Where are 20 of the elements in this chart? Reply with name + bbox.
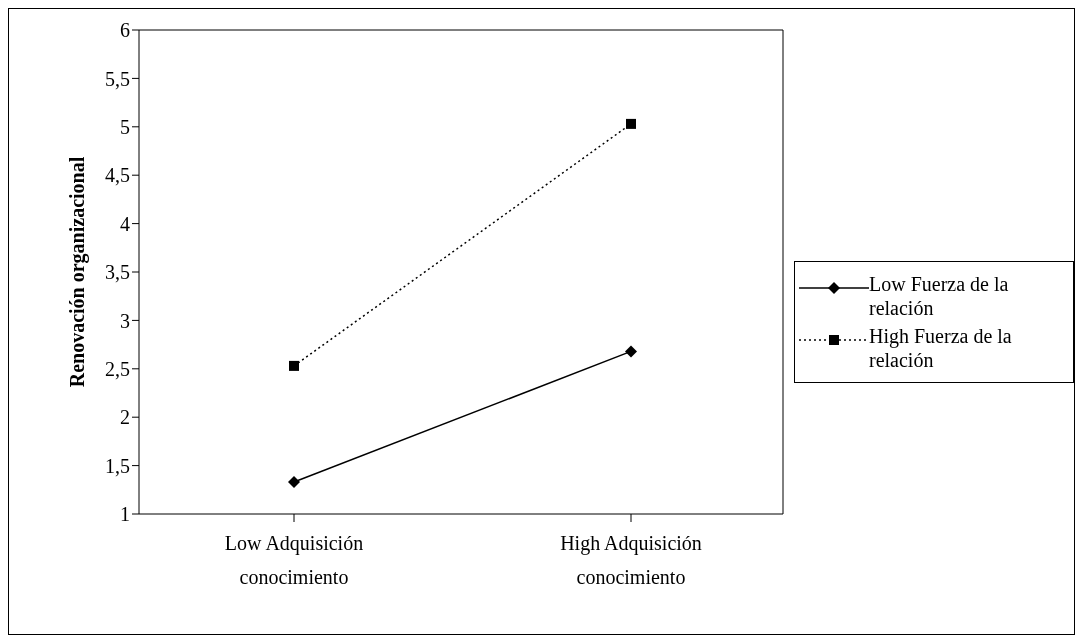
y-tick-label: 4 xyxy=(120,212,130,235)
x-tick-label: Low Adquisición conocimiento xyxy=(224,532,364,589)
point xyxy=(626,118,636,129)
point xyxy=(288,476,300,489)
y-tick-label: 5 xyxy=(120,115,130,138)
y-tick-label: 5,5 xyxy=(105,67,130,90)
y-tick-label: 2 xyxy=(120,406,130,429)
point xyxy=(625,345,637,358)
y-axis-title: Renovación organizacional xyxy=(66,156,90,388)
y-tick-label: 1,5 xyxy=(105,454,130,477)
y-tick-label: 2,5 xyxy=(105,357,130,380)
x-tick-label: High Adquisición conocimiento xyxy=(560,532,702,589)
legend-label: High Fuerza de la relación xyxy=(869,323,1013,372)
y-tick-label: 3 xyxy=(120,309,130,332)
y-tick-label: 1 xyxy=(120,503,130,526)
y-tick-label: 3,5 xyxy=(105,261,130,284)
y-tick-label: 4,5 xyxy=(105,164,130,187)
legend-label: Low Fuerza de la relación xyxy=(869,271,1010,320)
y-tick-label: 6 xyxy=(120,19,130,42)
point xyxy=(289,360,299,371)
